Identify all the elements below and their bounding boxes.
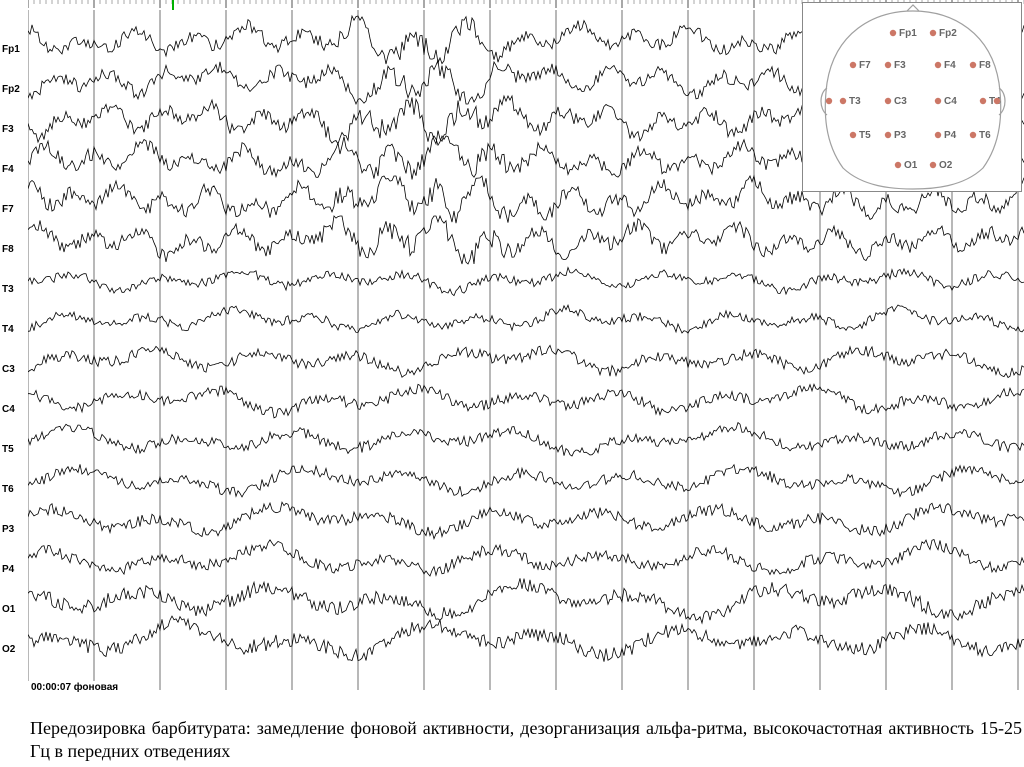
svg-text:F3: F3: [894, 60, 906, 71]
svg-text:P4: P4: [944, 130, 957, 141]
svg-text:Fp1: Fp1: [899, 28, 917, 39]
svg-text:C4: C4: [944, 96, 957, 107]
channel-label-F7: F7: [0, 204, 14, 215]
electrode-head-diagram: Fp1Fp2F7F3F4F8T3C3C4T4T5P3P4T6O1O2: [802, 2, 1022, 192]
channel-label-O2: O2: [0, 644, 15, 655]
channel-label-T3: T3: [0, 284, 14, 295]
svg-text:F7: F7: [859, 60, 871, 71]
channel-label-O1: O1: [0, 604, 15, 615]
figure-caption: Передозировка барбитурата: замедление фо…: [30, 717, 1022, 763]
channel-label-C4: C4: [0, 404, 15, 415]
svg-text:F8: F8: [979, 60, 991, 71]
channel-label-P4: P4: [0, 564, 14, 575]
channel-label-F3: F3: [0, 124, 14, 135]
timestamp-label: 00:00:07 фоновая: [28, 681, 121, 694]
eeg-chart: Fp1 Fp2 F3 F4 F7 F8 T3 T4 C3 C4 T5 T6 P3 P4 O1 O2 00:00…: [0, 0, 1024, 700]
svg-text:O1: O1: [904, 160, 918, 171]
svg-text:T3: T3: [849, 96, 861, 107]
channel-label-F8: F8: [0, 244, 14, 255]
channel-label-T4: T4: [0, 324, 14, 335]
channel-label-F4: F4: [0, 164, 14, 175]
svg-text:P3: P3: [894, 130, 907, 141]
channel-label-Fp2: Fp2: [0, 84, 20, 95]
svg-text:F4: F4: [944, 60, 956, 71]
channel-label-C3: C3: [0, 364, 15, 375]
channel-label-P3: P3: [0, 524, 14, 535]
channel-label-T5: T5: [0, 444, 14, 455]
svg-text:Fp2: Fp2: [939, 28, 957, 39]
channel-label-Fp1: Fp1: [0, 44, 20, 55]
svg-text:O2: O2: [939, 160, 953, 171]
svg-text:C3: C3: [894, 96, 907, 107]
channel-label-T6: T6: [0, 484, 14, 495]
svg-text:T5: T5: [859, 130, 871, 141]
svg-text:T6: T6: [979, 130, 991, 141]
